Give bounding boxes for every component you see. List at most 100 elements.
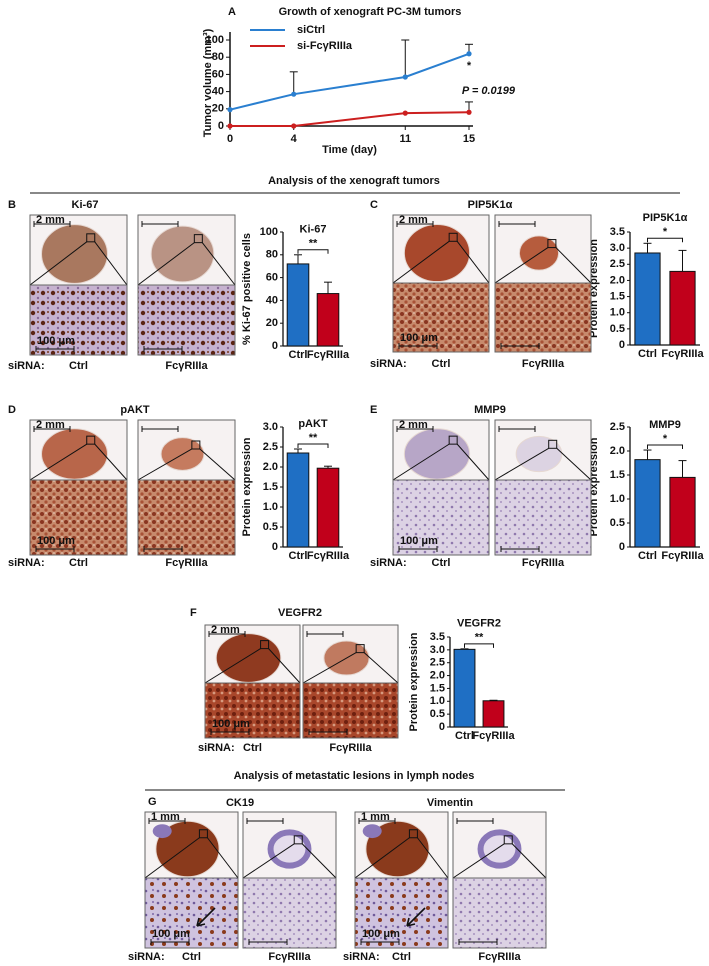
y-tick-label: 1.0 [610, 307, 625, 319]
scale-label: 100 μm [400, 332, 438, 344]
x-tick-label: 11 [399, 133, 411, 145]
detail-image [302, 682, 399, 739]
zoom-line [242, 843, 295, 879]
zoom-line [94, 241, 128, 286]
tissue-section [155, 820, 220, 878]
scale-bar [458, 939, 498, 945]
y-tick-label: 20 [212, 103, 224, 115]
y-tick-label: 60 [266, 272, 278, 284]
zoom-box [547, 239, 557, 249]
y-tick-label: 0.5 [610, 517, 625, 529]
scale-bar [500, 546, 540, 552]
scale-bar [35, 346, 75, 352]
scale-bar [208, 631, 246, 637]
y-tick-label: 40 [266, 294, 278, 306]
y-tick-label: 100 [206, 34, 224, 46]
error-bar [489, 699, 498, 701]
scale-label: 100 μm [152, 928, 190, 940]
panel-letter: A [228, 6, 236, 18]
condition-label: Ctrl [243, 742, 262, 754]
tissue-section [267, 829, 312, 869]
bar [634, 252, 661, 346]
y-tick-label: 1.5 [430, 682, 445, 694]
y-tick-label: 0 [439, 721, 445, 733]
scale-label: 2 mm [36, 419, 65, 431]
chart-title: pAKT [298, 418, 328, 430]
zoom-line [456, 443, 490, 481]
y-tick-label: 0 [619, 339, 625, 351]
panel-letter: C [370, 199, 378, 211]
y-tick-label: 100 [260, 226, 278, 238]
scale-bar [360, 939, 400, 945]
error-bar [294, 254, 302, 264]
x-tick-label: FcγRIIIa [307, 349, 350, 361]
scale-label: 1 mm [361, 811, 390, 823]
detail-image [204, 682, 301, 739]
error-bar [678, 249, 687, 272]
zoom-box [86, 435, 96, 445]
scale-bar [396, 221, 434, 227]
condition-label: FcγRIIIa [165, 360, 208, 372]
p-value: P = 0.0199 [462, 85, 516, 97]
zoom-box [503, 835, 513, 845]
scale-bar [306, 631, 344, 637]
y-tick-label: 1.0 [263, 501, 278, 513]
error-bar [401, 39, 410, 77]
x-tick-label: FcγRIIIa [661, 550, 704, 562]
detail-image [29, 284, 128, 356]
panel-title: PIP5K1α [468, 199, 513, 211]
scale-label: 1 mm [151, 811, 180, 823]
x-tick-label: Ctrl [638, 550, 657, 562]
detail-image [137, 284, 236, 356]
condition-label: Ctrl [69, 360, 88, 372]
scale-label: 2 mm [211, 624, 240, 636]
y-tick-label: 80 [212, 51, 224, 63]
scale-bar [456, 818, 494, 824]
y-tick-label: 1.5 [610, 469, 625, 481]
x-tick-label: Ctrl [455, 730, 474, 742]
condition-label: Ctrl [392, 951, 411, 963]
significance-bracket [464, 643, 494, 648]
data-point [291, 91, 297, 97]
x-tick-label: FcγRIIIa [307, 550, 350, 562]
condition-label: FcγRIIIa [522, 557, 565, 569]
data-point [466, 51, 472, 57]
scale-bar [33, 426, 71, 432]
significance-bracket [647, 444, 683, 450]
y-tick-label: 3.5 [430, 631, 445, 643]
error-bar [643, 449, 652, 460]
condition-label: Ctrl [432, 557, 451, 569]
zoom-box [198, 829, 208, 839]
y-tick-label: 20 [266, 317, 278, 329]
zoom-line [137, 242, 195, 286]
data-point [402, 74, 408, 80]
condition-label: Ctrl [69, 557, 88, 569]
panel-title: Ki-67 [72, 199, 99, 211]
condition-label: Ctrl [432, 358, 451, 370]
condition-label: FcγRIIIa [268, 951, 311, 963]
condition-label: Ctrl [182, 951, 201, 963]
data-point [402, 110, 408, 116]
x-tick-label: 4 [291, 133, 298, 145]
zoom-box [448, 435, 458, 445]
zoom-line [144, 837, 200, 879]
zoom-box [548, 439, 558, 449]
tissue-section [477, 829, 522, 869]
y-tick-label: 2.5 [263, 441, 278, 453]
significance-mark: ** [309, 432, 318, 444]
y-tick-label: 80 [266, 249, 278, 261]
section-title: Analysis of metastatic lesions in lymph … [234, 770, 475, 782]
error-bar [294, 448, 302, 453]
scale-bar [248, 939, 288, 945]
zoom-line [204, 648, 261, 684]
x-tick-label: 15 [463, 133, 475, 145]
detail-image [137, 479, 236, 556]
significance-mark: * [663, 226, 668, 238]
bar [453, 648, 476, 728]
detail-image [494, 479, 592, 556]
x-axis-label: Time (day) [322, 144, 377, 156]
scale-bar [498, 221, 536, 227]
scale-bar [143, 546, 183, 552]
zoom-line [494, 447, 549, 481]
scale-bar [246, 818, 284, 824]
